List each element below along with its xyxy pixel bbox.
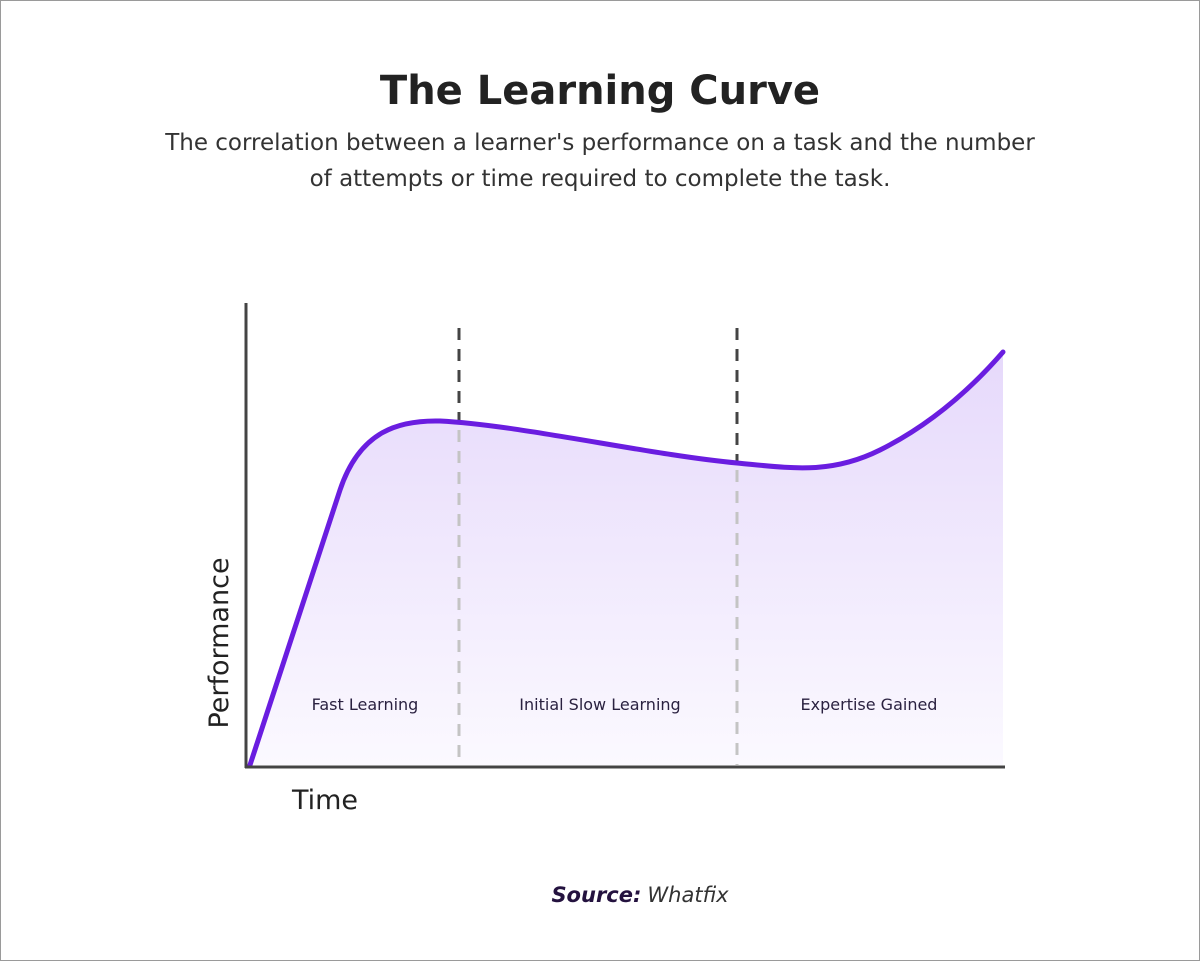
source-label: Source:: [551, 883, 641, 907]
subtitle-line: The correlation between a learner's perf…: [164, 130, 1035, 156]
phase-label: Fast Learning: [312, 695, 419, 714]
learning-curve: [247, 349, 1006, 768]
source-name: Whatfix: [647, 883, 729, 907]
phase-label: Expertise Gained: [801, 695, 938, 714]
subtitle-line: of attempts or time required to complete…: [310, 166, 891, 192]
curve-area: [250, 352, 1003, 765]
x-axis-label: Time: [291, 785, 358, 816]
y-axis-label: Performance: [204, 557, 235, 728]
source: Source: Whatfix: [551, 883, 729, 907]
title: The Learning Curve: [380, 68, 820, 114]
phase-label: Initial Slow Learning: [519, 695, 680, 714]
